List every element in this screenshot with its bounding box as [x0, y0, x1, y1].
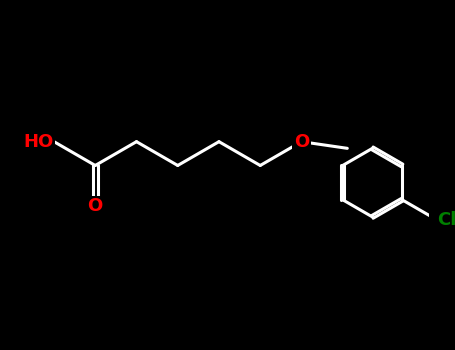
Text: HO: HO	[24, 133, 54, 150]
Text: Cl: Cl	[437, 211, 455, 229]
Text: O: O	[294, 133, 309, 150]
Text: O: O	[88, 197, 103, 215]
